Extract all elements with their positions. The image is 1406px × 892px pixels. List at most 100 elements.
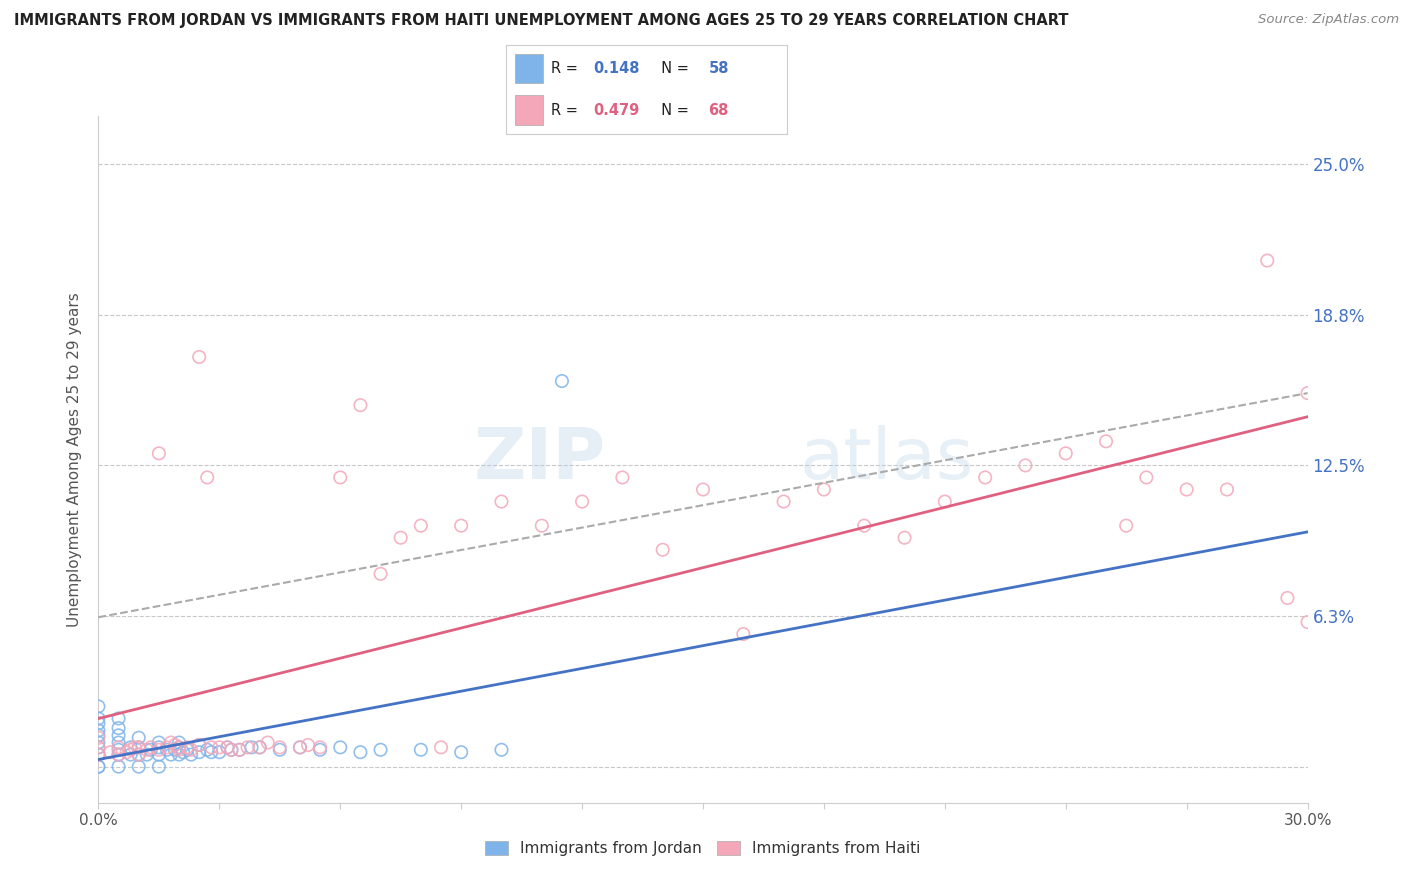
Text: 68: 68 [709,103,728,118]
Text: N =: N = [652,103,695,118]
Point [450,745,472,759]
Point [163,743,186,757]
Point [167,743,190,757]
Text: R =: R = [551,103,582,118]
Point [148,446,170,460]
Point [297,738,319,752]
Point [87,740,110,755]
Point [208,745,231,759]
Y-axis label: Unemployment Among Ages 25 to 29 years: Unemployment Among Ages 25 to 29 years [67,292,83,627]
Point [167,747,190,762]
Legend: Immigrants from Jordan, Immigrants from Haiti: Immigrants from Jordan, Immigrants from … [478,833,928,863]
Point [934,494,956,508]
Point [571,494,593,508]
Point [288,740,311,755]
Point [176,743,198,757]
Point [148,759,170,773]
Point [612,470,634,484]
Point [188,350,211,364]
Point [309,740,332,755]
Point [530,518,553,533]
Point [217,740,239,755]
Point [128,731,150,745]
Point [156,740,179,755]
FancyBboxPatch shape [515,54,543,83]
Point [107,721,129,735]
Point [370,743,392,757]
Point [813,483,835,497]
Point [208,740,231,755]
Point [87,716,110,731]
Point [409,743,432,757]
Point [409,518,432,533]
Point [491,743,513,757]
Point [195,470,218,484]
Text: Source: ZipAtlas.com: Source: ZipAtlas.com [1258,13,1399,27]
FancyBboxPatch shape [515,95,543,125]
Point [87,731,110,745]
Point [180,743,202,757]
Point [288,740,311,755]
Point [217,740,239,755]
Text: IMMIGRANTS FROM JORDAN VS IMMIGRANTS FROM HAITI UNEMPLOYMENT AMONG AGES 25 TO 29: IMMIGRANTS FROM JORDAN VS IMMIGRANTS FRO… [14,13,1069,29]
Point [160,747,183,762]
Point [176,740,198,755]
Point [195,743,218,757]
Point [107,740,129,755]
Point [349,745,371,759]
Point [87,735,110,749]
Point [135,747,157,762]
Point [893,531,915,545]
Point [107,759,129,773]
Point [309,743,332,757]
Text: 0.479: 0.479 [593,103,640,118]
Point [228,743,250,757]
Point [128,747,150,762]
Point [188,738,211,752]
Point [172,745,194,759]
Point [240,740,263,755]
Point [120,747,142,762]
Point [221,743,243,757]
Point [329,470,352,484]
Text: 0.148: 0.148 [593,61,640,76]
Point [167,735,190,749]
Point [107,735,129,749]
Point [1135,470,1157,484]
Point [491,494,513,508]
Point [651,542,673,557]
Point [167,740,190,755]
Point [167,740,190,755]
Point [87,711,110,725]
Point [87,759,110,773]
Point [389,531,412,545]
Point [1296,615,1319,629]
Point [115,745,138,759]
Point [120,743,142,757]
Point [450,518,472,533]
Point [139,743,162,757]
Text: N =: N = [652,61,695,76]
Point [128,740,150,755]
Point [148,735,170,749]
Point [1115,518,1137,533]
Point [269,740,291,755]
Text: 58: 58 [709,61,730,76]
Point [974,470,997,484]
Point [329,740,352,755]
Point [87,699,110,714]
Point [349,398,371,412]
Point [87,747,110,762]
Point [370,566,392,581]
Point [692,483,714,497]
Point [228,743,250,757]
Point [200,740,222,755]
Point [163,738,186,752]
Point [128,740,150,755]
Text: ZIP: ZIP [474,425,606,494]
Point [1054,446,1077,460]
Point [733,627,755,641]
Point [249,740,271,755]
Point [160,735,183,749]
Point [107,711,129,725]
